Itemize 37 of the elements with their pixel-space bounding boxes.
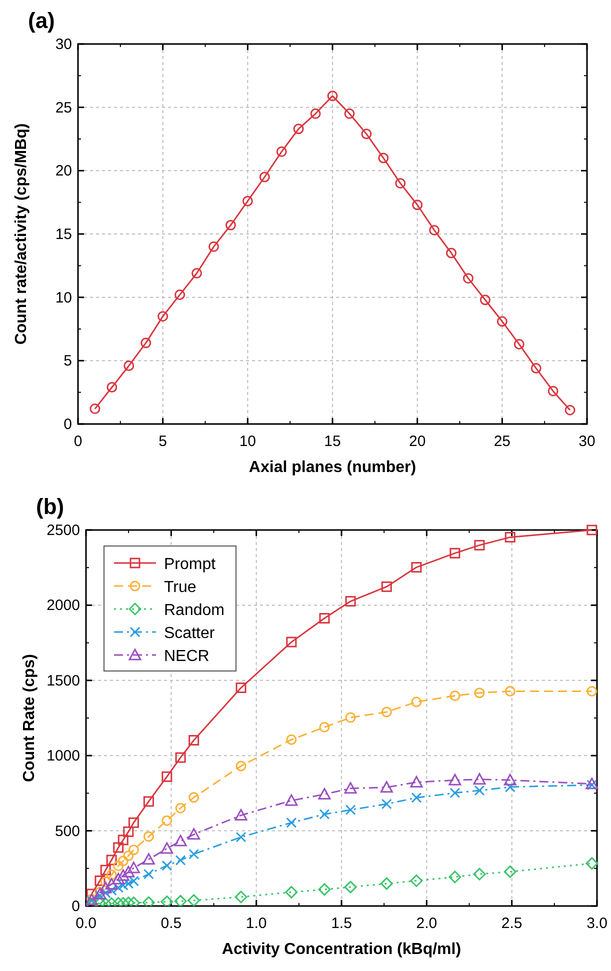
y-tick-label: 0 xyxy=(64,416,72,433)
x-tick-label: 5 xyxy=(158,433,168,450)
legend-label: True xyxy=(164,579,196,596)
x-tick-label: 2.5 xyxy=(501,915,522,932)
y-tick-label: 20 xyxy=(55,162,72,180)
x-tick-label: 25 xyxy=(494,433,511,450)
y-tick-label: 0 xyxy=(72,898,80,915)
legend-label: Prompt xyxy=(164,556,216,573)
x-tick-label: 3.0 xyxy=(586,915,608,932)
y-tick-label: 15 xyxy=(55,226,72,243)
legend-label: NECR xyxy=(164,648,210,665)
x-tick-label: 1.0 xyxy=(246,915,267,932)
x-axis-title: Activity Concentration (kBq/ml) xyxy=(222,941,462,958)
y-tick-label: 1000 xyxy=(46,748,80,765)
x-tick-label: 0.5 xyxy=(160,915,182,932)
x-tick-label: 30 xyxy=(578,433,596,450)
x-axis-title: Axial planes (number) xyxy=(248,459,416,476)
x-tick-label: 10 xyxy=(239,433,256,450)
y-tick-label: 25 xyxy=(55,99,72,116)
y-tick-label: 2500 xyxy=(46,522,80,539)
y-tick-label: 5 xyxy=(64,352,72,370)
x-tick-label: 2.0 xyxy=(416,915,438,932)
y-tick-label: 10 xyxy=(55,289,72,306)
x-tick-label: 20 xyxy=(408,433,426,450)
x-tick-label: 0.0 xyxy=(76,915,96,932)
chart-title: (a) xyxy=(28,8,55,33)
y-tick-label: 2000 xyxy=(46,597,80,614)
x-tick-label: 1.5 xyxy=(331,915,352,932)
chart-title: (b) xyxy=(36,494,64,519)
y-tick-label: 500 xyxy=(54,822,80,840)
legend-label: Random xyxy=(164,602,224,619)
y-tick-label: 1500 xyxy=(46,672,80,690)
y-axis-title: Count Rate (cps) xyxy=(21,654,38,782)
legend-label: Scatter xyxy=(164,625,216,642)
y-axis-title: Count rate/activity (cps/MBq) xyxy=(13,123,30,345)
x-tick-label: 15 xyxy=(324,433,341,450)
y-tick-label: 30 xyxy=(55,36,72,53)
